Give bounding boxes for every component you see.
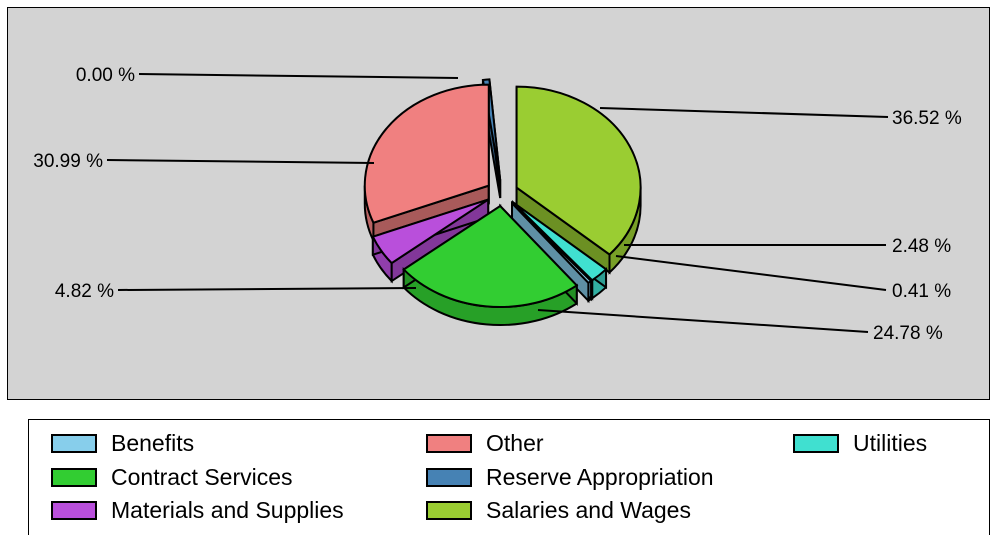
data-label: 0.00 % [76, 65, 135, 86]
pie-slice-top [402, 204, 579, 309]
legend-swatch [51, 500, 97, 520]
pie-slice [402, 203, 579, 327]
legend-label: Materials and Supplies [111, 496, 344, 523]
pie-slice-top [511, 202, 593, 285]
pie-slice-top [371, 198, 489, 265]
legend-label: Reserve Appropriation [486, 463, 714, 490]
leader-line [599, 107, 889, 118]
legend-swatch [426, 500, 472, 520]
legend-item-salaries-and-wages: Salaries and Wages [426, 495, 691, 525]
legend-label: Salaries and Wages [486, 496, 691, 523]
legend-swatch [51, 433, 97, 453]
data-label: 30.99 % [33, 151, 103, 172]
leader-line [537, 309, 869, 333]
legend-swatch [793, 433, 839, 453]
leader-line [117, 287, 417, 291]
data-label: 36.52 % [892, 108, 962, 129]
data-label: 2.48 % [892, 236, 951, 257]
legend-label: Contract Services [111, 463, 293, 490]
pie-chart: 36.52 % 2.48 % 0.41 % 24.78 % 4.82 % 30.99 % 0… [33, 65, 962, 344]
legend-label: Utilities [853, 429, 928, 456]
data-label: 4.82 % [55, 281, 114, 302]
legend: Benefits Other Utilities Contract Servic… [28, 419, 990, 535]
legend-swatch [426, 467, 472, 487]
leader-line [138, 73, 459, 79]
pie-slice-top [363, 83, 490, 224]
legend-swatch [426, 433, 472, 453]
data-label: 0.41 % [892, 281, 951, 302]
pie-slice-top [515, 85, 642, 256]
chart-area [7, 7, 990, 400]
legend-item-contract-services: Contract Services [51, 462, 293, 492]
legend-label: Benefits [111, 429, 195, 456]
legend-item-benefits: Benefits [51, 428, 194, 458]
leader-line [615, 255, 887, 291]
legend-item-materials-and-supplies: Materials and Supplies [51, 495, 344, 525]
leader-line [106, 159, 375, 164]
data-label: 24.78 % [873, 323, 943, 344]
legend-item-reserve-appropriation: Reserve Appropriation [426, 462, 714, 492]
legend-item-other: Other [426, 428, 544, 458]
legend-item-utilities: Utilities [793, 428, 927, 458]
legend-swatch [51, 467, 97, 487]
legend-label: Other [486, 429, 544, 456]
pie-slice-top [512, 201, 608, 282]
pie-slice [515, 85, 642, 275]
